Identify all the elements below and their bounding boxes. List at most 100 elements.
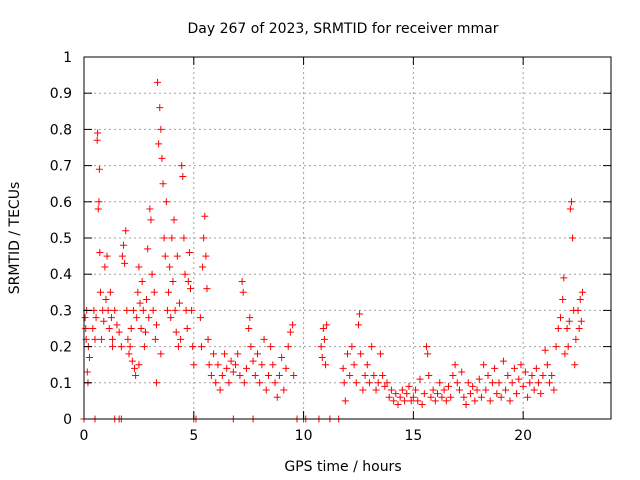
x-tick-label: 10: [295, 428, 313, 444]
data-point: [120, 241, 128, 249]
data-point: [256, 379, 264, 387]
data-point: [469, 382, 477, 390]
data-point: [152, 379, 160, 387]
x-axis-label: GPS time / hours: [284, 459, 401, 475]
data-point: [129, 306, 137, 314]
data-point: [532, 364, 540, 372]
data-point: [158, 154, 166, 162]
data-point: [318, 353, 326, 361]
y-tick-label: 0.7: [50, 159, 72, 175]
data-point: [429, 386, 437, 394]
data-point: [123, 306, 131, 314]
data-point: [134, 288, 142, 296]
data-point: [260, 335, 268, 343]
data-point: [202, 252, 210, 260]
y-tick-label: 0.5: [50, 231, 72, 247]
data-point: [348, 343, 356, 351]
data-point: [168, 234, 176, 242]
data-point: [537, 390, 545, 398]
data-point: [140, 343, 148, 351]
data-point: [131, 364, 139, 372]
data-point: [137, 325, 145, 332]
data-point: [163, 306, 171, 314]
data-point: [165, 288, 173, 296]
data-point: [488, 379, 496, 387]
data-point: [379, 372, 387, 380]
data-point: [273, 393, 281, 401]
data-point: [506, 397, 514, 405]
data-point: [365, 379, 373, 387]
data-point: [290, 372, 298, 380]
data-point: [390, 397, 398, 405]
data-point: [218, 372, 226, 380]
data-point: [539, 372, 547, 380]
data-point: [167, 314, 175, 322]
data-point: [156, 104, 164, 112]
data-point: [174, 343, 182, 351]
data-point: [394, 401, 402, 409]
y-tick-label: 0.1: [50, 376, 72, 392]
data-point: [94, 129, 102, 137]
data-point: [475, 375, 483, 383]
axis-ticks: 00.10.20.30.40.50.60.70.80.910 5 10 15 20: [50, 50, 611, 444]
data-point: [143, 296, 151, 304]
data-point: [535, 379, 543, 387]
x-tick-label: 15: [404, 428, 422, 444]
data-point: [189, 343, 197, 351]
data-point: [251, 372, 259, 380]
data-point: [166, 263, 174, 271]
data-point: [359, 386, 367, 394]
data-point: [201, 212, 209, 220]
data-point: [258, 361, 266, 369]
data-point: [200, 234, 208, 242]
data-point: [172, 328, 180, 336]
y-tick-label: 0: [63, 412, 72, 428]
data-point: [190, 361, 198, 369]
data-point: [127, 325, 135, 332]
data-point: [150, 288, 158, 296]
data-point: [196, 314, 204, 322]
data-point: [113, 321, 121, 329]
data-point: [157, 125, 165, 133]
data-point: [576, 296, 584, 304]
data-point: [519, 382, 527, 390]
data-point: [96, 248, 104, 256]
data-point: [159, 180, 167, 188]
data-point: [403, 390, 411, 398]
data-point: [249, 357, 257, 365]
data-point: [546, 379, 554, 387]
data-point: [239, 288, 247, 296]
data-point: [499, 357, 507, 365]
data-point: [138, 277, 146, 285]
data-point: [412, 386, 420, 394]
data-point: [162, 198, 170, 206]
data-point: [427, 393, 435, 401]
data-point: [526, 379, 534, 387]
data-point: [197, 343, 205, 351]
data-point: [445, 382, 453, 390]
data-point: [541, 346, 549, 354]
data-point: [574, 306, 582, 314]
data-point: [210, 350, 218, 358]
data-point: [398, 386, 406, 394]
data-point: [368, 343, 376, 351]
data-point: [524, 393, 532, 401]
data-point: [103, 252, 111, 260]
data-point: [578, 288, 586, 296]
data-point: [405, 382, 413, 390]
data-point: [447, 393, 455, 401]
data-point: [107, 314, 115, 322]
data-point: [438, 393, 446, 401]
data-point: [381, 382, 389, 390]
data-point: [214, 361, 222, 369]
data-point: [571, 361, 579, 369]
x-tick-label: 0: [80, 428, 89, 444]
data-point: [567, 198, 575, 206]
data-point: [207, 372, 215, 380]
data-point: [550, 386, 558, 394]
data-point: [556, 314, 564, 322]
data-point: [414, 397, 422, 405]
grid-lines: [84, 57, 611, 419]
data-point: [115, 328, 123, 336]
